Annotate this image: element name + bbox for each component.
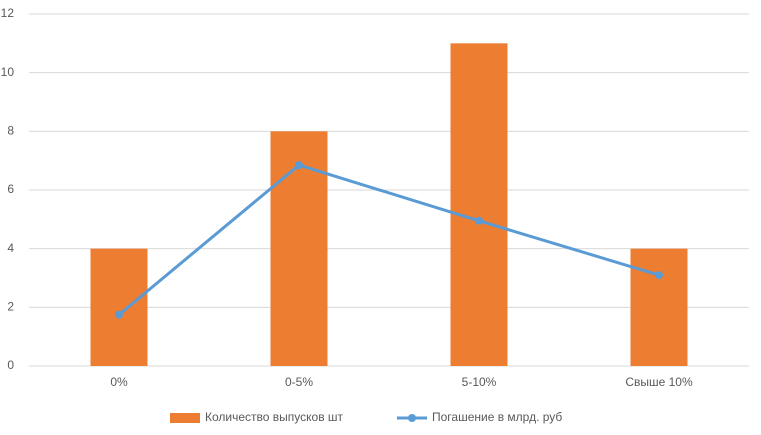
legend-label: Погашение в млрд. руб (432, 410, 562, 424)
y-tick-label: 10 (1, 65, 15, 79)
y-tick-label: 12 (1, 6, 15, 20)
line (118, 163, 660, 316)
bar (450, 43, 508, 366)
line-marker (655, 271, 663, 280)
y-tick-label: 8 (7, 124, 14, 138)
line-marker (295, 161, 303, 170)
x-tick-label: 5-10% (462, 375, 497, 389)
legend-swatch-marker (408, 414, 416, 422)
y-tick-label: 0 (7, 358, 14, 372)
bar (90, 248, 148, 366)
legend-swatch (170, 413, 200, 423)
bar (630, 248, 688, 366)
y-tick-label: 4 (7, 241, 14, 255)
x-tick-label: 0-5% (285, 375, 313, 389)
line-marker (115, 310, 123, 319)
legend-label: Количество выпусков шт (205, 410, 344, 424)
line-marker (475, 216, 483, 225)
y-tick-label: 2 (7, 300, 14, 314)
x-tick-label: Свыше 10% (625, 375, 693, 389)
y-tick-label: 6 (7, 182, 14, 196)
x-tick-label: 0% (110, 375, 128, 389)
